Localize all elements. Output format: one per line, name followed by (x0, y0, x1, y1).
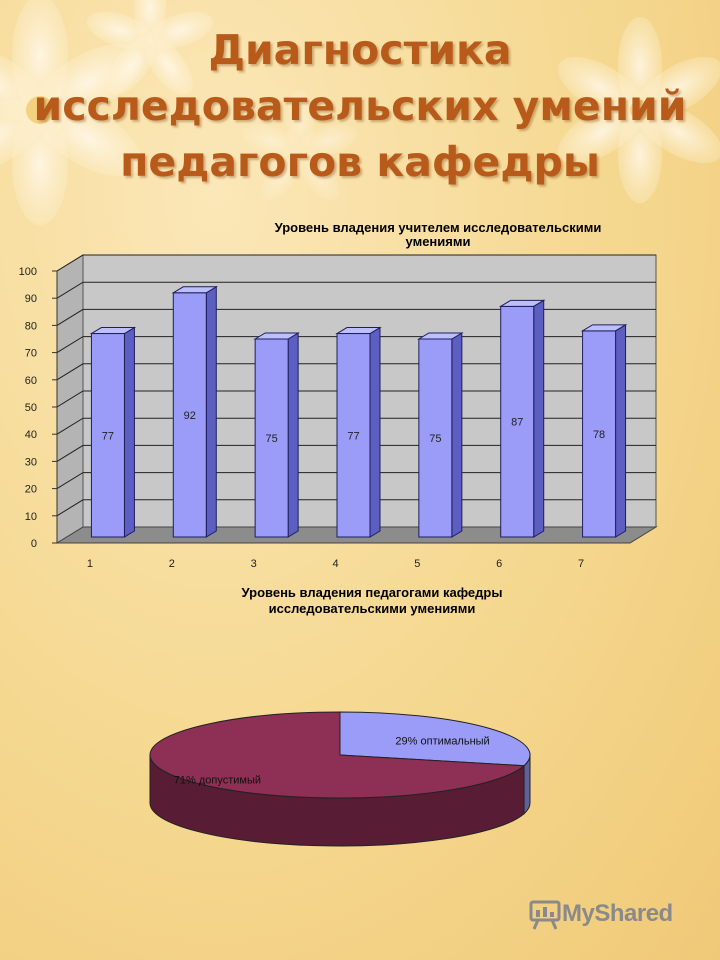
title-line-2: исследовательских умений (33, 82, 687, 130)
y-tick-label: 20 (25, 484, 37, 496)
bar-front (582, 330, 617, 538)
pie-slice-label: 71% допустимый (174, 774, 261, 786)
gridline (56, 308, 656, 326)
bar: 92 (171, 285, 219, 538)
y-tick-label: 30 (25, 456, 37, 468)
bar-data-label: 75 (429, 433, 441, 445)
bar-top (498, 299, 546, 307)
watermark-text: MyShared (562, 900, 673, 927)
bar: 87 (498, 299, 546, 538)
slide-title: Диагностика исследовательских умений пед… (0, 22, 720, 190)
bar-top (580, 324, 628, 332)
bar-chart-title: Уровень владения учителем исследовательс… (275, 220, 602, 249)
watermark-logo: MyShared (528, 896, 673, 932)
y-tick-label: 40 (25, 429, 37, 441)
bar-chart: Уровень владения учителем исследовательс… (19, 220, 658, 570)
y-tick-label: 70 (25, 348, 37, 360)
title-line-3: педагогов кафедры (120, 138, 600, 186)
bar-side (451, 332, 463, 538)
chart-title-line: Уровень владения педагогами кафедры (242, 585, 503, 600)
pie-slice (339, 711, 531, 767)
title-line-1: Диагностика (208, 26, 512, 74)
bar-side (205, 285, 217, 538)
bar-top (335, 327, 382, 335)
gridline (56, 499, 656, 517)
bar-chart-plot: 0 10 20 30 40 50 60 70 80 90 100 77 1 92 2 75 3 77 4 75 5 87 6… (19, 254, 658, 570)
bar-data-label: 87 (511, 417, 523, 429)
pie-slice-label: 29% оптимальный (395, 736, 489, 748)
gridline (56, 472, 656, 490)
y-tick-label: 10 (25, 511, 37, 523)
pie-slice (149, 711, 526, 799)
bar: 75 (253, 332, 300, 538)
y-tick-label: 100 (19, 266, 37, 278)
y-tick-label: 90 (25, 293, 37, 305)
bar-side (287, 332, 299, 538)
y-tick-label: 80 (25, 320, 37, 332)
bar: 75 (417, 332, 464, 538)
x-tick-label: 6 (496, 558, 502, 570)
bar-top (253, 332, 300, 340)
gridline (56, 336, 656, 354)
bar-front (254, 338, 289, 538)
bar-side (533, 299, 545, 538)
bar-data-label: 77 (102, 430, 114, 442)
chart-title-line: Уровень владения учителем исследовательс… (275, 220, 602, 235)
bar-top (89, 327, 137, 335)
bar-data-label: 92 (184, 410, 196, 422)
x-tick-label: 4 (332, 558, 338, 570)
bar-data-label: 75 (266, 433, 278, 445)
bar-side (123, 326, 135, 538)
bar-front (172, 292, 207, 538)
y-tick-label: 50 (25, 402, 37, 414)
gridline (56, 363, 656, 381)
bar-data-label: 78 (593, 429, 605, 441)
bar-top (171, 286, 219, 294)
gridline (56, 390, 656, 408)
pie-chart-title: Уровень владения педагогами кафедры иссле… (242, 585, 503, 616)
y-tick-label: 60 (25, 375, 37, 387)
bar: 77 (335, 326, 382, 538)
x-tick-label: 3 (251, 558, 257, 570)
gridline (56, 254, 656, 272)
gridline (56, 281, 656, 299)
bar-side (615, 323, 627, 538)
chart-title-line: умениями (406, 234, 471, 249)
pie-chart: Уровень владения педагогами кафедры иссле… (149, 585, 531, 847)
bar: 77 (89, 326, 137, 538)
bar-front (418, 338, 453, 538)
bar-top (417, 332, 464, 340)
bar: 78 (580, 323, 628, 538)
y-tick-label: 0 (31, 538, 37, 550)
x-tick-label: 7 (578, 558, 584, 570)
gridline (56, 444, 656, 462)
chart-title-line: исследовательскими умениями (269, 601, 476, 616)
bar-side (369, 326, 381, 538)
bar-front (90, 333, 125, 538)
pie-chart-plot: 29% оптимальный 71% допустимый (149, 711, 531, 847)
x-tick-label: 5 (414, 558, 420, 570)
x-tick-label: 2 (169, 558, 175, 570)
x-tick-label: 1 (87, 558, 93, 570)
presentation-board-icon (529, 900, 561, 930)
bar-front (500, 305, 535, 538)
bar-data-label: 77 (347, 430, 359, 442)
bar-front (336, 333, 371, 538)
gridline (56, 417, 656, 435)
